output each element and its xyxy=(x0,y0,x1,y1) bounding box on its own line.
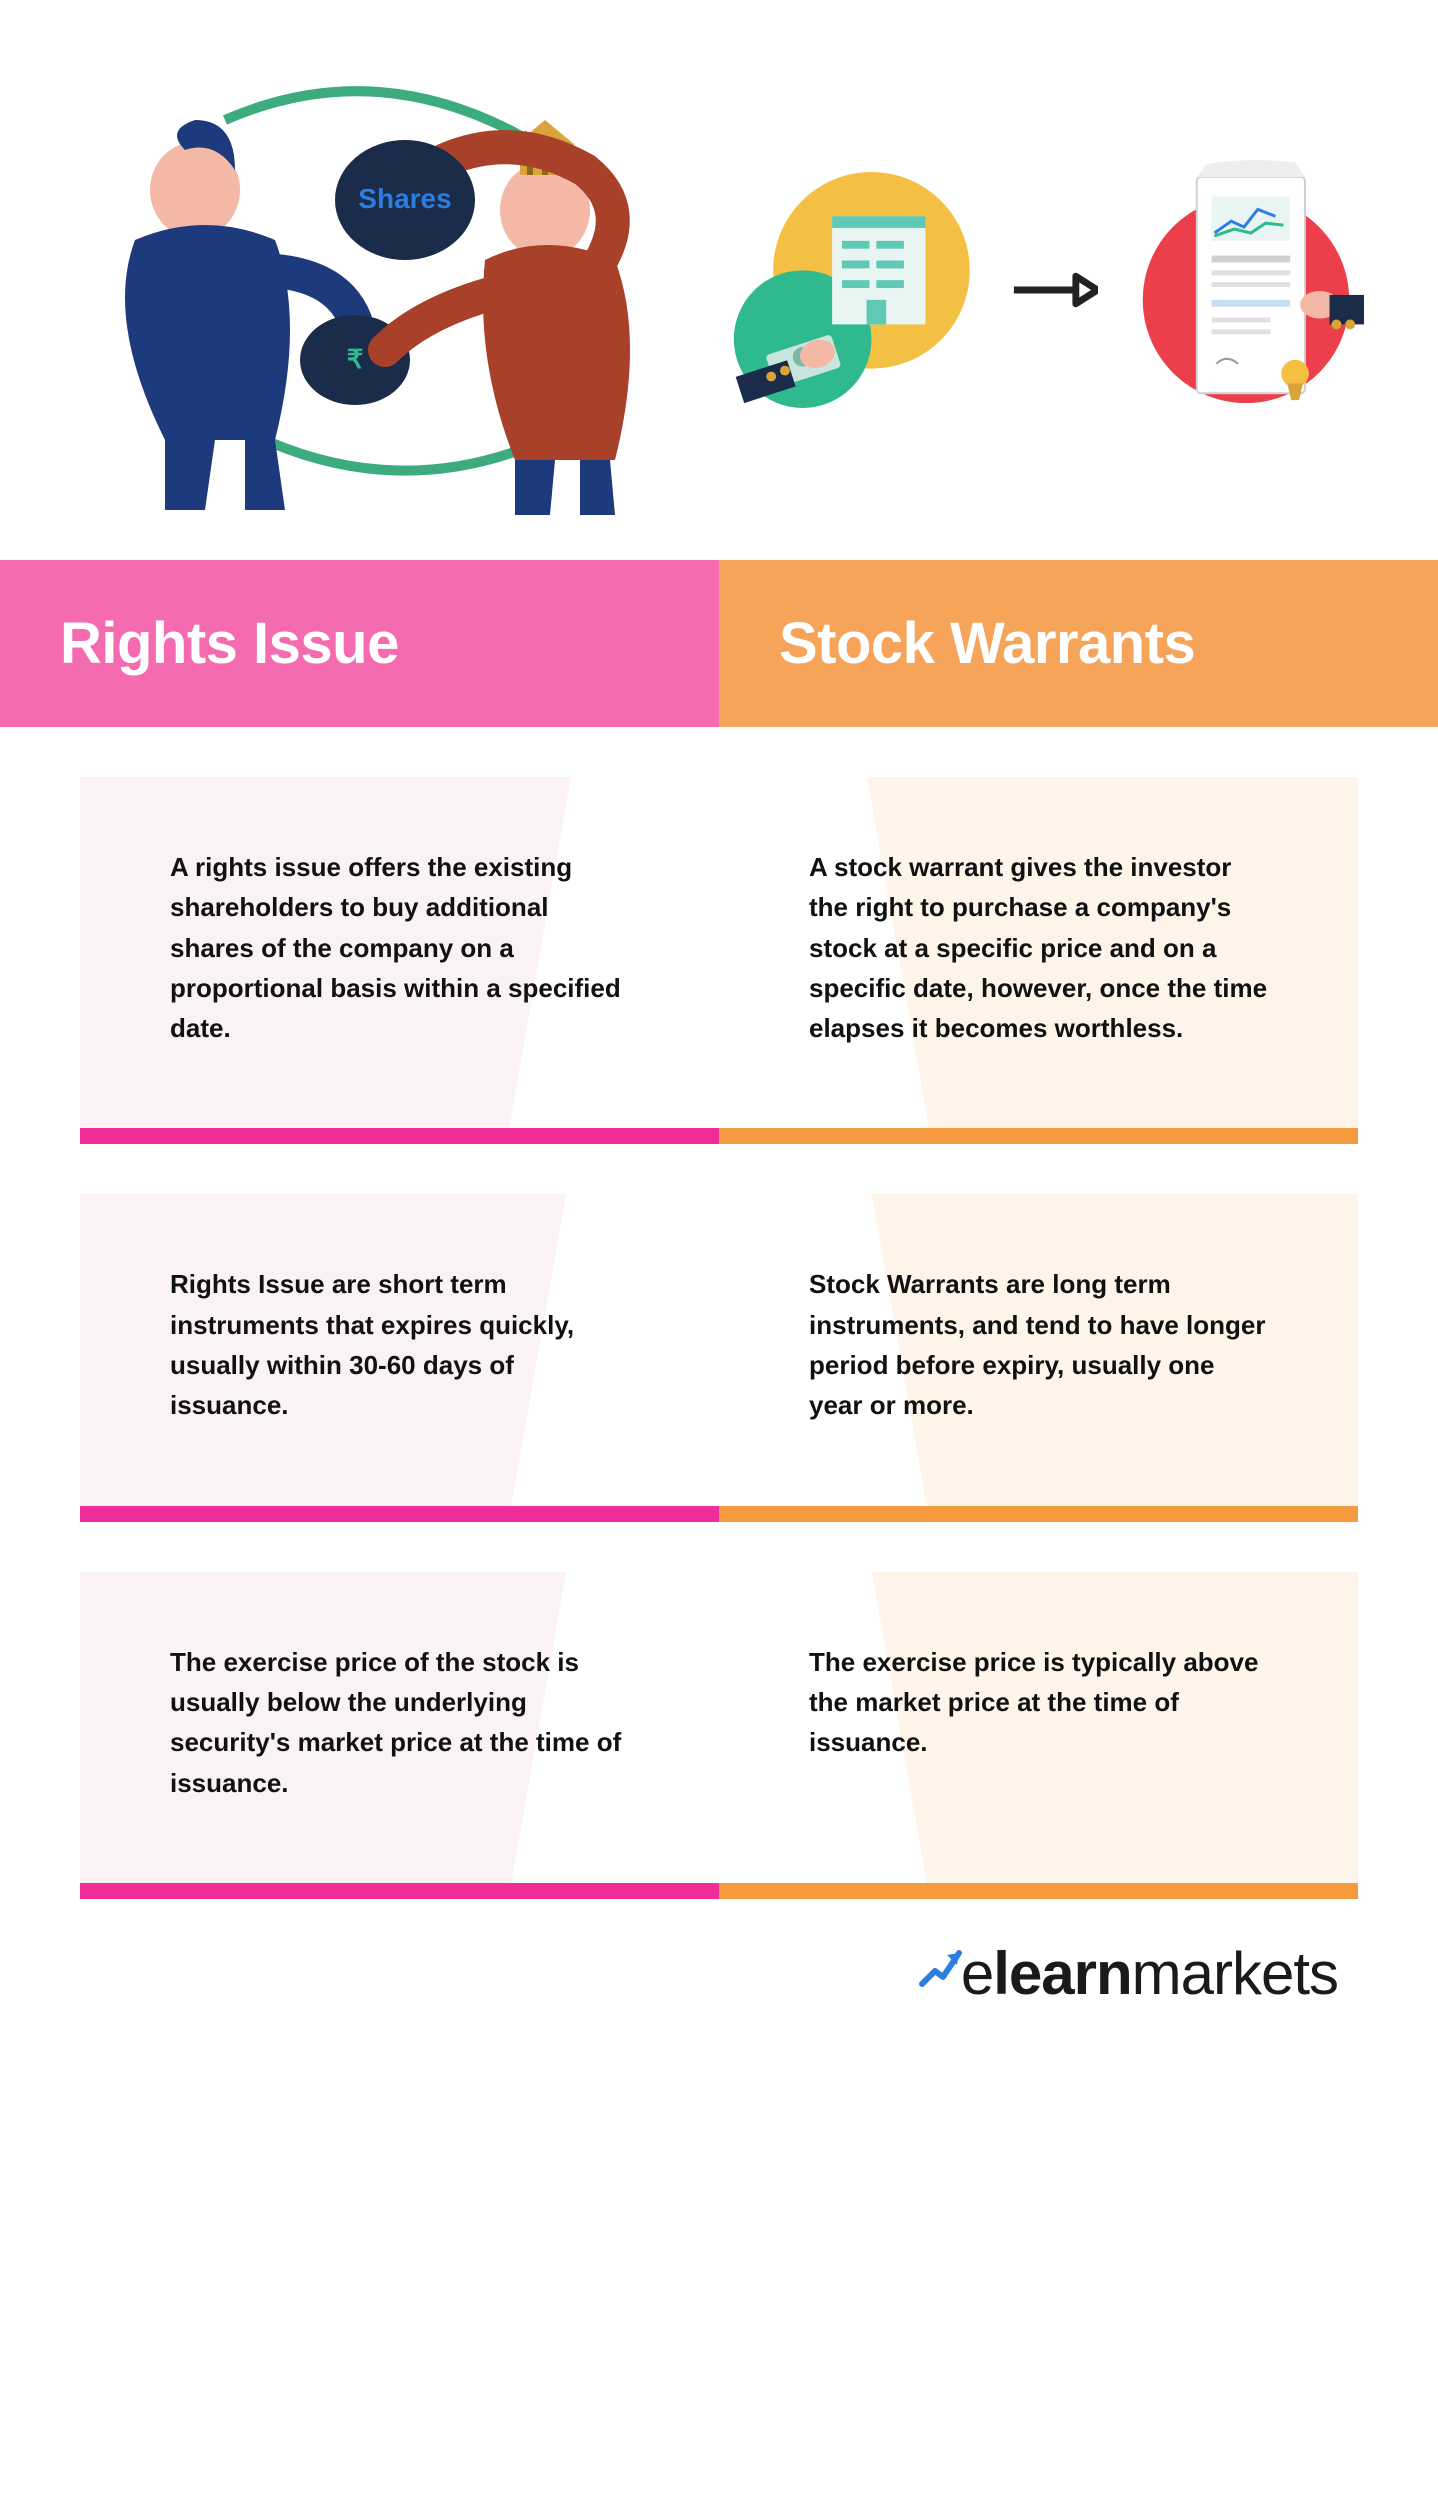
comparison-row: A rights issue offers the existing share… xyxy=(80,777,1358,1128)
column-headers: Rights Issue Stock Warrants xyxy=(0,560,1438,727)
cell-rights: A rights issue offers the existing share… xyxy=(80,777,719,1128)
row-divider xyxy=(80,1883,1358,1899)
cell-warrants: The exercise price is typically above th… xyxy=(719,1572,1358,1883)
logo-text-prefix: e xyxy=(961,1939,993,2008)
arrow-icon xyxy=(1009,260,1097,320)
header-rights-issue: Rights Issue xyxy=(0,560,719,727)
cell-rights: The exercise price of the stock is usual… xyxy=(80,1572,719,1883)
buy-circle-icon xyxy=(724,160,980,420)
shares-exchange-illustration: ₹ Shares xyxy=(75,60,695,520)
row-divider xyxy=(80,1128,1358,1144)
logo-text-bold: learn xyxy=(993,1939,1131,2008)
document-circle-icon xyxy=(1128,150,1364,430)
svg-text:₹: ₹ xyxy=(346,344,363,374)
cell-warrants: A stock warrant gives the investor the r… xyxy=(719,777,1358,1128)
elearnmarkets-logo: elearnmarkets xyxy=(917,1939,1338,2008)
logo-zone: elearnmarkets xyxy=(0,1899,1438,2068)
infographic-root: ₹ Shares xyxy=(0,0,1438,2068)
comparison-rows: A rights issue offers the existing share… xyxy=(0,777,1438,1899)
header-stock-warrants: Stock Warrants xyxy=(719,560,1438,727)
comparison-row: The exercise price of the stock is usual… xyxy=(80,1572,1358,1883)
hero-illustration-zone: ₹ Shares xyxy=(0,0,1438,560)
shares-bag-label: Shares xyxy=(358,183,451,214)
comparison-row: Rights Issue are short term instruments … xyxy=(80,1194,1358,1505)
stock-warrant-document-illustration xyxy=(724,110,1364,470)
shares-exchange-svg: ₹ Shares xyxy=(75,60,695,520)
cell-warrants: Stock Warrants are long term instruments… xyxy=(719,1194,1358,1505)
logo-text-suffix: markets xyxy=(1132,1939,1338,2008)
row-divider xyxy=(80,1506,1358,1522)
cell-rights: Rights Issue are short term instruments … xyxy=(80,1194,719,1505)
logo-arrow-icon xyxy=(917,1939,967,1994)
